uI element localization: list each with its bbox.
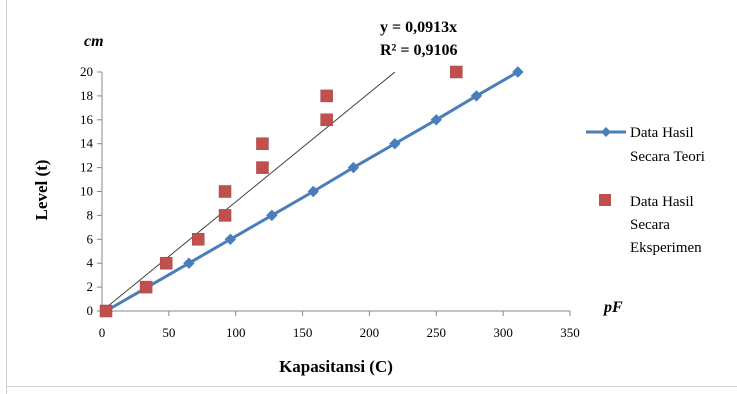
y-tick-labels: 0 2 4 6 8 10 12 14 16 18 20 [80,64,94,318]
trendline [101,71,396,312]
trendline-group [101,71,396,312]
theory-series-line [105,70,519,313]
experiment-data-point [218,209,232,222]
experiment-data-point [192,233,205,246]
x-tick-label: 100 [226,325,246,340]
legend-experiment-marker [599,194,611,206]
y-unit-label: cm [84,33,104,50]
x-tick-label: 150 [293,325,313,340]
legend-theory-label: Secara Teori [630,149,705,165]
theory-data-point [389,137,401,150]
experiment-data-point [218,185,232,198]
theory-data-point [224,233,237,246]
outer-frame-bottom [6,386,737,387]
legend-experiment-label: Secara [630,217,670,233]
legend-experiment-label: Eksperimen [630,240,702,256]
x-unit-label: pF [602,299,623,316]
experiment-data-point [450,65,463,79]
y-axis-title: Level (t) [32,160,51,221]
y-tick-label: 20 [80,64,93,79]
x-tick-label: 300 [493,325,513,340]
axes [97,71,571,316]
theory-series-group [100,66,524,317]
theory-data-point [512,66,524,78]
experiment-data-point [256,161,269,174]
y-tick-label: 4 [87,255,94,270]
experiment-data-point [159,256,173,270]
theory-data-point [266,209,278,222]
experiment-data-point [256,137,269,150]
legend-theory-label: Data Hasil [630,125,694,141]
x-tick-label: 200 [360,325,380,340]
trendline-equation: y = 0,0913x [380,19,457,36]
y-tick-label: 18 [80,88,93,103]
y-tick-label: 2 [87,279,94,294]
y-tick-label: 16 [80,112,94,127]
y-tick-label: 14 [80,136,94,151]
theory-data-point [307,185,319,198]
x-tick-labels: 0 50 100 150 200 250 300 350 [99,325,580,340]
experiment-data-point [139,280,153,294]
legend: Data Hasil Secara Teori Data Hasil Secara Ek… [586,125,705,256]
x-tick-label: 50 [162,325,175,340]
x-tick-label: 350 [560,325,580,340]
y-tick-label: 8 [87,207,94,222]
experiment-series-group [99,65,463,318]
theory-data-point [470,90,483,102]
experiment-data-point [320,89,333,103]
y-tick-label: 10 [80,184,93,199]
y-tick-label: 6 [87,231,94,246]
y-tick-label: 0 [87,303,94,318]
x-tick-label: 250 [427,325,447,340]
experiment-data-point [99,304,113,318]
experiment-data-point [320,113,333,127]
outer-frame-left [6,0,7,394]
y-tick-label: 12 [80,160,93,175]
x-axis-title: Kapasitansi (C) [279,357,393,376]
legend-experiment-label: Data Hasil [630,194,694,210]
theory-data-point [430,114,442,126]
x-tick-label: 0 [99,325,106,340]
theory-data-point [347,161,360,174]
legend-theory-marker [601,127,611,137]
theory-data-point [183,257,195,269]
trendline-r-squared: R² = 0,9106 [380,42,457,59]
